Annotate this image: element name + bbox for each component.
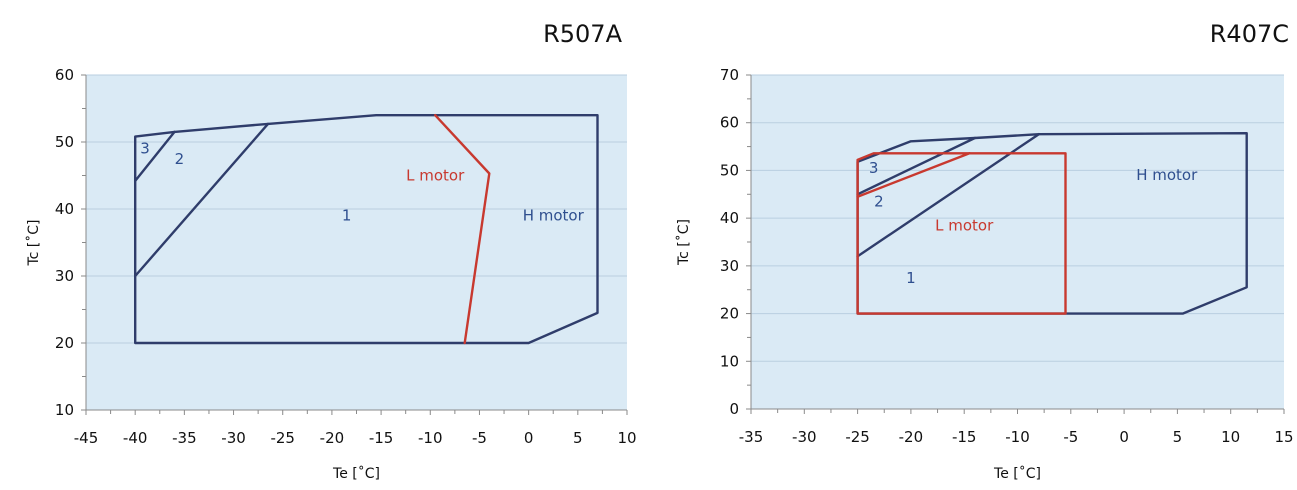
- chart2-x-tick-label: -10: [1005, 428, 1030, 446]
- chart2-annotation: 3: [869, 159, 879, 177]
- chart1-y-tick-label: 50: [55, 133, 74, 151]
- chart1-x-tick-label: -25: [270, 429, 295, 447]
- chart1-series-boundary: [133, 122, 270, 278]
- chart2-y-axis-label: Tc [˚C]: [675, 219, 692, 266]
- chart2-x-tick-label: 15: [1274, 428, 1293, 446]
- chart2-x-tick-label: -25: [845, 428, 870, 446]
- chart2-group: -35 -30 -25 -20 -15 -10 -5 0 5 10 15 0 10 20 30 40 50 60 7…: [675, 20, 1294, 482]
- chart1-x-tick-label: -5: [472, 429, 487, 447]
- chart1-y-tick-label: 40: [55, 200, 74, 218]
- chart1-y-tick-label: 20: [55, 334, 74, 352]
- chart2-y-tick-label: 40: [720, 209, 739, 227]
- chart2-x-tick-label: -5: [1063, 428, 1078, 446]
- chart2-y-tick-label: 60: [720, 114, 739, 132]
- chart2-annotation: 2: [874, 192, 884, 210]
- chart1-y-axis-label: Tc [˚C]: [25, 219, 42, 266]
- chart1-x-tick-label: -30: [221, 429, 246, 447]
- chart1-group: -45 -40 -35 -30 -25 -20 -15 -10 -5 0 5 10 10 20 30 40 50…: [25, 20, 637, 482]
- chart1-annotation: L motor: [406, 167, 465, 185]
- chart2-x-tick-label: 0: [1119, 428, 1129, 446]
- chart2-annotation: 1: [906, 269, 916, 287]
- chart2-annotation: H motor: [1136, 166, 1198, 184]
- chart2-plot-area: [751, 75, 1284, 409]
- chart1-x-axis-label: Te [˚C]: [332, 465, 380, 482]
- chart2-y-tick-label: 0: [729, 400, 739, 418]
- chart2-y-tick-label: 30: [720, 257, 739, 275]
- chart1-x-tick-label: 5: [573, 429, 583, 447]
- chart2-x-tick-label: -15: [952, 428, 977, 446]
- chart2-x-tick-label: -35: [739, 428, 764, 446]
- chart2-series-boundary: [856, 136, 977, 196]
- chart2-x-axis-label: Te [˚C]: [993, 465, 1041, 482]
- chart1-x-tick-label: -40: [123, 429, 148, 447]
- chart1-annotation: 1: [342, 207, 352, 225]
- chart2-y-tick-label: 20: [720, 305, 739, 323]
- chart1-x-tick-label: -35: [172, 429, 197, 447]
- chart2-x-tick-label: -20: [899, 428, 924, 446]
- chart1-series-h-motor: [133, 113, 599, 345]
- chart1-y-tick-label: 60: [55, 66, 74, 84]
- chart1-x-tick-label: -20: [320, 429, 345, 447]
- chart1-x-tick-label: 0: [524, 429, 534, 447]
- chart2-series-boundary: [856, 152, 971, 198]
- chart1-title: R507A: [543, 20, 622, 48]
- chart1-x-tick-label: -10: [418, 429, 443, 447]
- chart1-series-l-motor: [434, 113, 491, 345]
- chart2-annotation: L motor: [935, 216, 994, 234]
- chart2-x-tick-label: 5: [1173, 428, 1183, 446]
- chart2-y-tick-label: 50: [720, 161, 739, 179]
- chart1-y-tick-label: 10: [55, 401, 74, 419]
- chart1-x-tick-label: 10: [617, 429, 636, 447]
- chart1-annotation: 3: [140, 140, 150, 158]
- chart1-annotation: H motor: [523, 207, 585, 225]
- chart2-x-tick-label: 10: [1221, 428, 1240, 446]
- chart1-x-tick-label: -15: [369, 429, 394, 447]
- chart1-y-tick-label: 30: [55, 267, 74, 285]
- chart1-annotation: 2: [175, 150, 185, 168]
- chart1-x-tick-label: -45: [74, 429, 99, 447]
- chart2-title: R407C: [1210, 20, 1289, 48]
- chart2-series-boundary: [856, 132, 1041, 258]
- chart2-y-tick-label: 10: [720, 352, 739, 370]
- chart1-series-boundary: [133, 130, 176, 183]
- chart2-y-tick-label: 70: [720, 66, 739, 84]
- chart2-x-tick-label: -30: [792, 428, 817, 446]
- chart1-plot-area: [86, 75, 627, 410]
